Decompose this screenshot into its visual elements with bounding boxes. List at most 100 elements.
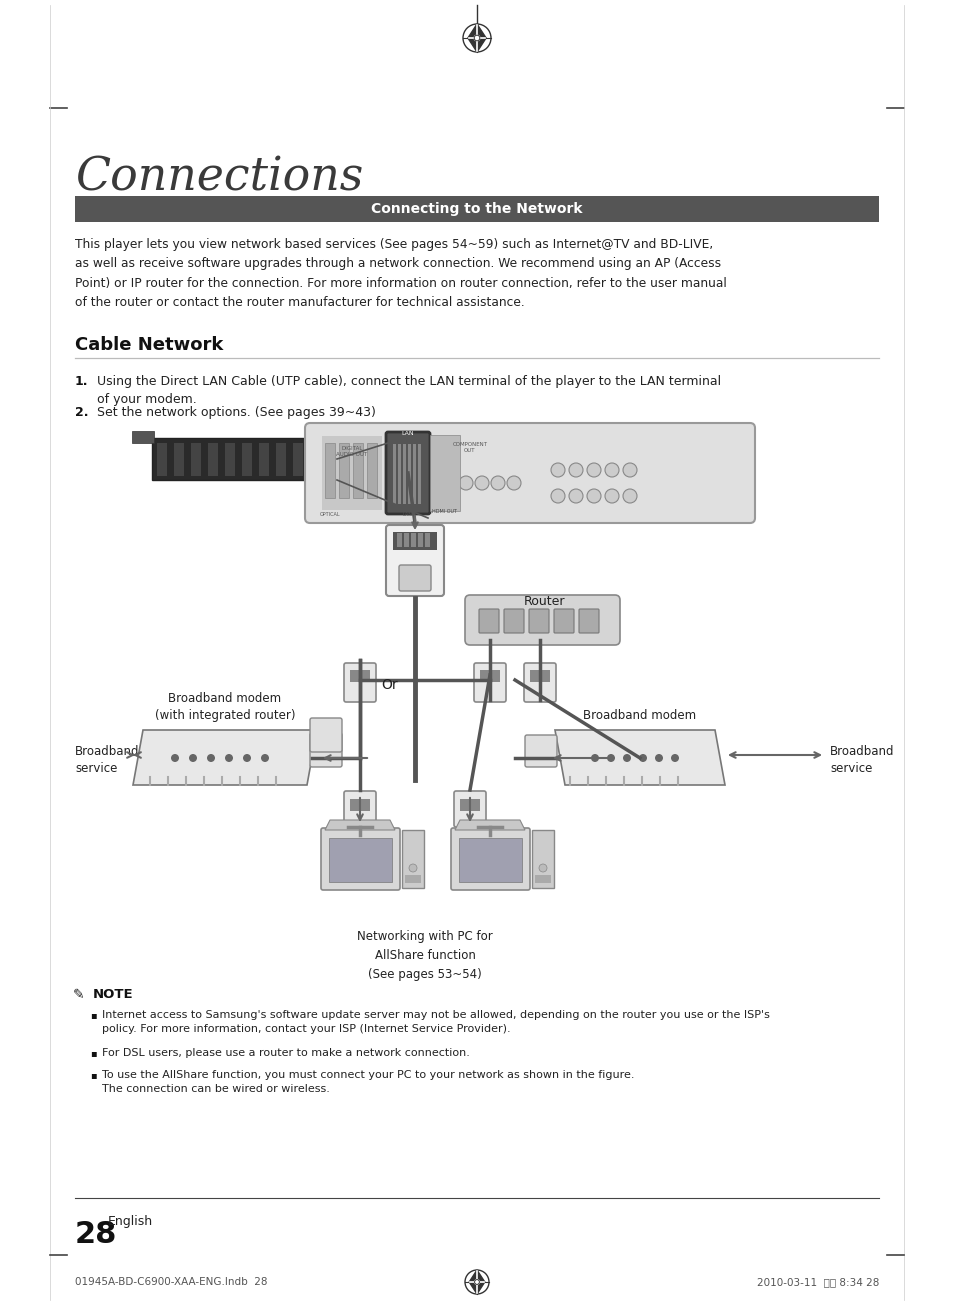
Text: Or: Or bbox=[381, 679, 398, 692]
Bar bbox=[258, 442, 269, 476]
Bar bbox=[479, 669, 499, 683]
Bar bbox=[401, 830, 423, 887]
Bar bbox=[350, 669, 370, 683]
Bar bbox=[402, 444, 406, 504]
FancyBboxPatch shape bbox=[344, 663, 375, 702]
Circle shape bbox=[568, 489, 582, 502]
Circle shape bbox=[604, 463, 618, 478]
FancyBboxPatch shape bbox=[464, 595, 619, 645]
Bar bbox=[322, 436, 381, 510]
Polygon shape bbox=[469, 1270, 484, 1295]
Bar bbox=[350, 799, 370, 810]
Text: 28: 28 bbox=[75, 1220, 117, 1249]
Text: HDMI OUT: HDMI OUT bbox=[432, 509, 457, 514]
Bar bbox=[393, 532, 436, 549]
Bar bbox=[424, 532, 430, 547]
Text: 1.: 1. bbox=[75, 375, 89, 388]
Circle shape bbox=[225, 754, 233, 762]
Circle shape bbox=[622, 489, 637, 502]
FancyBboxPatch shape bbox=[524, 735, 557, 767]
Circle shape bbox=[568, 463, 582, 478]
Text: ▪: ▪ bbox=[90, 1010, 96, 1021]
Text: ▪: ▪ bbox=[90, 1070, 96, 1081]
Bar bbox=[535, 874, 551, 883]
Circle shape bbox=[622, 754, 630, 762]
Text: 2.: 2. bbox=[75, 406, 89, 419]
Polygon shape bbox=[555, 729, 724, 786]
FancyBboxPatch shape bbox=[398, 565, 431, 591]
Text: Set the network options. (See pages 39~43): Set the network options. (See pages 39~4… bbox=[97, 406, 375, 419]
Circle shape bbox=[409, 864, 416, 872]
Bar bbox=[242, 442, 252, 476]
Circle shape bbox=[639, 754, 646, 762]
Bar bbox=[408, 444, 411, 504]
Text: DIGITAL
AUDIO OUT: DIGITAL AUDIO OUT bbox=[336, 446, 367, 457]
Bar bbox=[393, 444, 395, 504]
Bar bbox=[225, 442, 234, 476]
Circle shape bbox=[506, 476, 520, 489]
Circle shape bbox=[586, 463, 600, 478]
FancyBboxPatch shape bbox=[503, 609, 523, 633]
Text: Using the Direct LAN Cable (UTP cable), connect the LAN terminal of the player t: Using the Direct LAN Cable (UTP cable), … bbox=[97, 375, 720, 406]
Text: Connecting to the Network: Connecting to the Network bbox=[371, 202, 582, 217]
Circle shape bbox=[474, 35, 479, 40]
Circle shape bbox=[604, 489, 618, 502]
Bar bbox=[367, 442, 376, 499]
Text: Router: Router bbox=[524, 595, 565, 608]
Circle shape bbox=[622, 463, 637, 478]
Text: Broadband
service: Broadband service bbox=[829, 745, 894, 775]
Bar bbox=[403, 532, 409, 547]
FancyBboxPatch shape bbox=[320, 827, 399, 890]
Bar bbox=[458, 838, 521, 882]
Circle shape bbox=[586, 489, 600, 502]
Text: Connections: Connections bbox=[75, 155, 363, 200]
Circle shape bbox=[207, 754, 214, 762]
Text: COMPONENT
OUT: COMPONENT OUT bbox=[452, 442, 487, 453]
Bar bbox=[397, 444, 400, 504]
Bar bbox=[293, 442, 303, 476]
Bar bbox=[353, 442, 363, 499]
Circle shape bbox=[261, 754, 269, 762]
FancyBboxPatch shape bbox=[451, 827, 530, 890]
Text: English: English bbox=[108, 1215, 153, 1228]
Bar bbox=[152, 438, 336, 480]
Bar bbox=[338, 442, 349, 499]
FancyBboxPatch shape bbox=[478, 609, 498, 633]
Text: OPTICAL: OPTICAL bbox=[319, 512, 340, 517]
Bar bbox=[173, 442, 184, 476]
Bar bbox=[329, 838, 392, 882]
Bar bbox=[132, 431, 153, 442]
Text: Broadband modem: Broadband modem bbox=[583, 709, 696, 722]
Bar bbox=[325, 442, 335, 499]
Text: Broadband modem
(with integrated router): Broadband modem (with integrated router) bbox=[154, 692, 294, 722]
Text: ▪: ▪ bbox=[90, 1048, 96, 1058]
FancyBboxPatch shape bbox=[386, 525, 443, 596]
Bar bbox=[530, 669, 550, 683]
Bar bbox=[208, 442, 218, 476]
FancyBboxPatch shape bbox=[523, 663, 556, 702]
Text: Networking with PC for
AllShare function
(See pages 53~54): Networking with PC for AllShare function… bbox=[356, 930, 493, 981]
Circle shape bbox=[538, 864, 546, 872]
Circle shape bbox=[491, 476, 504, 489]
Bar bbox=[430, 435, 459, 512]
Circle shape bbox=[655, 754, 662, 762]
Text: Broadband
service: Broadband service bbox=[75, 745, 139, 775]
Polygon shape bbox=[325, 820, 395, 830]
FancyBboxPatch shape bbox=[578, 609, 598, 633]
Circle shape bbox=[590, 754, 598, 762]
Bar bbox=[191, 442, 201, 476]
Circle shape bbox=[458, 476, 473, 489]
Circle shape bbox=[551, 463, 564, 478]
FancyBboxPatch shape bbox=[529, 609, 548, 633]
Bar bbox=[157, 442, 167, 476]
Text: LAN: LAN bbox=[401, 431, 414, 436]
Text: Internet access to Samsung's software update server may not be allowed, dependin: Internet access to Samsung's software up… bbox=[102, 1010, 769, 1035]
FancyBboxPatch shape bbox=[554, 609, 574, 633]
Circle shape bbox=[475, 476, 489, 489]
Bar bbox=[310, 442, 319, 476]
Circle shape bbox=[171, 754, 179, 762]
Text: LAN: LAN bbox=[402, 512, 413, 517]
Text: Cable Network: Cable Network bbox=[75, 335, 223, 354]
Text: For DSL users, please use a router to make a network connection.: For DSL users, please use a router to ma… bbox=[102, 1048, 470, 1058]
FancyBboxPatch shape bbox=[305, 423, 754, 523]
